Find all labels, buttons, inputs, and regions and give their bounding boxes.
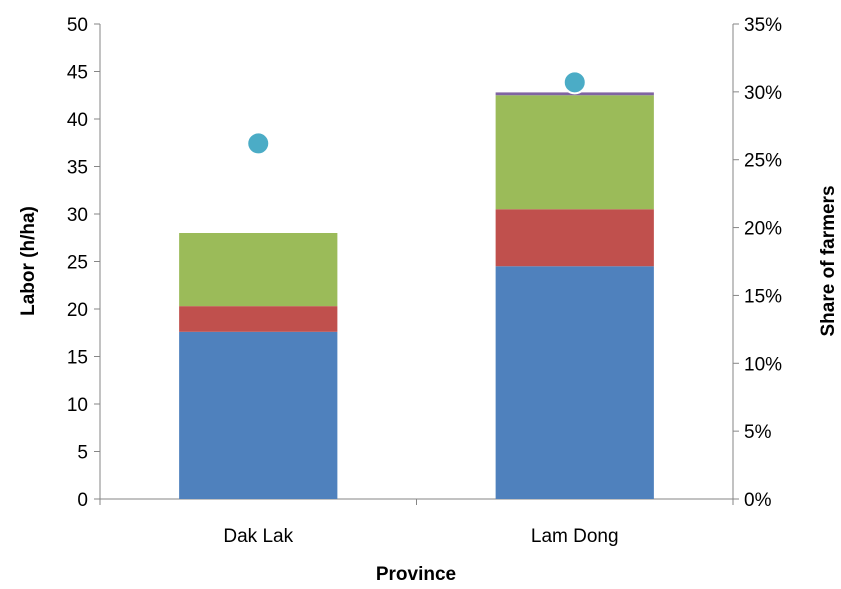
y-tick-label: 25 [67, 253, 88, 274]
bar-segment-2 [495, 209, 654, 267]
bar-segment-3 [495, 95, 654, 210]
y2-tick-label: 15% [744, 286, 782, 307]
y-tick-label: 10 [67, 395, 88, 416]
y2-tick-label: 35% [744, 15, 782, 36]
category-label: Dak Lak [223, 526, 293, 547]
bar-segment-2 [179, 306, 338, 332]
y2-tick-label: 5% [744, 422, 772, 443]
y2-tick-label: 10% [744, 354, 782, 375]
y-axis-title: Labor (h/ha) [18, 206, 39, 316]
y2-tick-label: 30% [744, 83, 782, 104]
y-tick-label: 15 [67, 348, 88, 369]
category-label: Lam Dong [531, 526, 619, 547]
y-tick-label: 40 [67, 110, 88, 131]
bar-segment-1 [495, 266, 654, 499]
y-tick-label: 20 [67, 300, 88, 321]
bar-segment-3 [179, 233, 338, 307]
share-point [562, 70, 587, 95]
y2-tick-label: 20% [744, 219, 782, 240]
share-point [246, 131, 271, 156]
y-tick-label: 0 [77, 490, 88, 511]
y-tick-label: 35 [67, 158, 88, 179]
y2-tick-label: 0% [744, 490, 772, 511]
y2-tick-label: 25% [744, 151, 782, 172]
y2-axis-title: Share of farmers [818, 185, 839, 336]
y-tick-label: 50 [67, 15, 88, 36]
bars [179, 92, 654, 499]
y-tick-label: 45 [67, 63, 88, 84]
x-axis-title: Province [376, 564, 456, 584]
y-tick-label: 30 [67, 205, 88, 226]
points [246, 70, 587, 156]
bar-segment-1 [179, 331, 338, 499]
y-tick-label: 5 [77, 443, 88, 464]
ticks: 0 5 10 15 20 25 30 35 40 45 50 0% 5% 10% 15% 20% 25% 30% 3… [67, 15, 782, 547]
